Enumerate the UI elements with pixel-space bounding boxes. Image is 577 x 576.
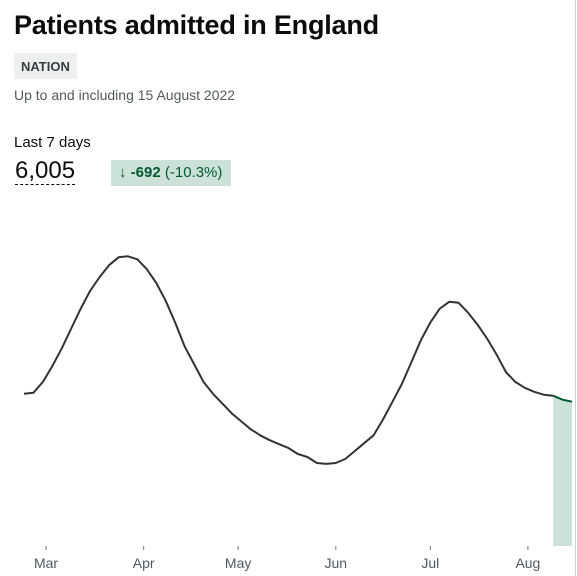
change-value: -692	[130, 164, 161, 181]
area-type-badge: NATION	[14, 53, 77, 79]
date-subtitle: Up to and including 15 August 2022	[14, 87, 236, 103]
change-badge: ↓ -692 (-10.3%)	[111, 160, 232, 186]
series-line-highlight	[552, 394, 573, 403]
change-percent: (-10.3%)	[164, 164, 223, 181]
series-line	[23, 255, 554, 465]
x-axis-ticks: Mar Apr May Jun Jul Aug	[34, 546, 540, 571]
headline-value[interactable]: 6,005	[15, 157, 76, 185]
period-label: Last 7 days	[14, 134, 91, 151]
highlight-layer	[553, 395, 572, 546]
arrow-down-icon: ↓	[119, 164, 127, 181]
x-tick-label: Mar	[34, 555, 58, 571]
x-tick-label: Apr	[133, 555, 155, 571]
card-title: Patients admitted in England	[14, 10, 379, 40]
x-tick-label: Jul	[421, 555, 439, 571]
x-tick-label: Jun	[325, 555, 348, 571]
x-tick-label: May	[225, 555, 251, 571]
last-7-days-highlight	[553, 395, 572, 546]
x-tick-label: Aug	[515, 555, 540, 571]
line-layer	[23, 255, 573, 465]
